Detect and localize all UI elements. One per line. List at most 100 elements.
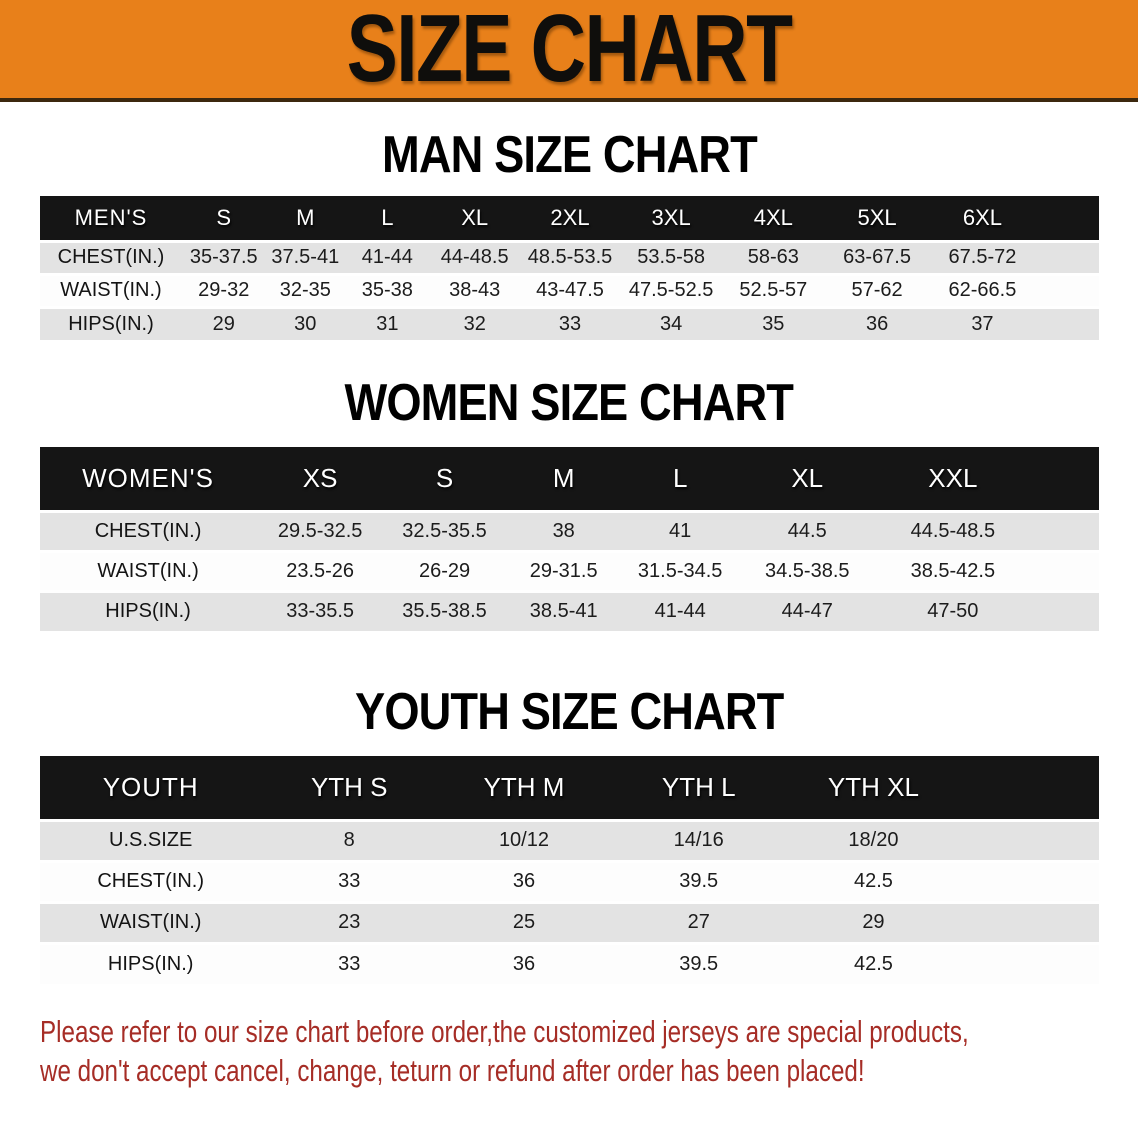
spacer-cell [960, 756, 1099, 820]
table-cell: 29-31.5 [505, 549, 622, 591]
row-label: WAIST(IN.) [39, 900, 262, 943]
table-cell: 44.5-48.5 [876, 509, 1030, 551]
column-header: YTH XL [786, 756, 961, 820]
order-policy-note: Please refer to our size chart before or… [40, 1012, 1138, 1090]
spacer-cell [960, 900, 1099, 943]
table-cell: 37 [930, 305, 1035, 340]
row-label: CHEST(IN.) [39, 859, 262, 902]
table-cell: 27 [611, 900, 787, 943]
spacer-cell [960, 859, 1099, 902]
table-cell: 35 [722, 305, 825, 340]
men-size-table: MEN'S S M L XL 2XL 3XL 4XL 5XL 6XL CHEST… [39, 196, 1099, 340]
table-cell: 33 [520, 305, 620, 340]
column-header: XL [738, 447, 877, 511]
column-header: YTH L [611, 756, 787, 820]
table-row: CHEST(IN.) 29.5-32.5 32.5-35.5 38 41 44.… [39, 509, 1099, 551]
column-header: M [265, 196, 346, 241]
row-label: HIPS(IN.) [39, 305, 183, 340]
spacer-cell [1029, 589, 1099, 631]
column-header: 4XL [722, 196, 825, 241]
banner-title: SIZE CHART [346, 0, 793, 103]
table-cell: 31 [345, 305, 430, 340]
table-cell: 38.5-42.5 [876, 549, 1030, 591]
men-header-row: MEN'S S M L XL 2XL 3XL 4XL 5XL 6XL [39, 196, 1099, 241]
column-header: S [182, 196, 266, 241]
table-cell: 38 [505, 509, 622, 551]
column-header: XL [429, 196, 521, 241]
column-header: YTH S [261, 756, 437, 820]
spacer-cell [960, 818, 1099, 861]
table-row: HIPS(IN.) 29 30 31 32 33 34 35 36 37 [39, 305, 1099, 340]
table-cell: 37.5-41 [265, 239, 346, 274]
table-cell: 18/20 [786, 818, 961, 861]
column-header: YTH M [436, 756, 612, 820]
spacer-cell [1029, 509, 1099, 551]
table-cell: 41 [621, 509, 739, 551]
row-label: CHEST(IN.) [39, 239, 183, 274]
column-header: 3XL [619, 196, 723, 241]
table-cell: 36 [824, 305, 931, 340]
table-cell: 34.5-38.5 [738, 549, 877, 591]
women-header-row: WOMEN'S XS S M L XL XXL [39, 447, 1099, 511]
table-cell: 33 [261, 941, 437, 984]
table-cell: 38.5-41 [505, 589, 622, 631]
table-cell: 63-67.5 [824, 239, 931, 274]
table-cell: 35.5-38.5 [383, 589, 506, 631]
table-cell: 36 [436, 941, 612, 984]
table-cell: 44-48.5 [429, 239, 521, 274]
table-cell: 39.5 [611, 941, 787, 984]
column-header: 6XL [930, 196, 1035, 241]
table-cell: 30 [265, 305, 346, 340]
table-cell: 29 [182, 305, 266, 340]
column-header: S [383, 447, 506, 511]
column-header: 2XL [520, 196, 620, 241]
table-cell: 39.5 [611, 859, 787, 902]
row-label: WAIST(IN.) [39, 549, 257, 591]
table-cell: 57-62 [824, 272, 931, 307]
table-row: WAIST(IN.) 29-32 32-35 35-38 38-43 43-47… [39, 272, 1099, 307]
table-row: CHEST(IN.) 35-37.5 37.5-41 41-44 44-48.5… [39, 239, 1099, 274]
column-header: L [345, 196, 430, 241]
table-cell: 42.5 [786, 941, 961, 984]
women-section-title-text: WOMEN SIZE CHART [344, 374, 794, 432]
spacer-cell [1034, 239, 1099, 274]
note-line-2: we don't accept cancel, change, teturn o… [40, 1053, 865, 1088]
column-header: M [505, 447, 622, 511]
table-cell: 32.5-35.5 [383, 509, 506, 551]
table-cell: 58-63 [722, 239, 825, 274]
table-cell: 36 [436, 859, 612, 902]
table-row: WAIST(IN.) 23 25 27 29 [39, 900, 1099, 943]
spacer-cell [1034, 196, 1099, 241]
row-label: U.S.SIZE [39, 818, 262, 861]
table-cell: 44-47 [738, 589, 877, 631]
table-cell: 26-29 [383, 549, 506, 591]
table-row: WAIST(IN.) 23.5-26 26-29 29-31.5 31.5-34… [39, 549, 1099, 591]
table-cell: 29 [786, 900, 961, 943]
table-cell: 47-50 [876, 589, 1030, 631]
table-cell: 34 [619, 305, 723, 340]
table-cell: 35-38 [345, 272, 430, 307]
column-header: L [621, 447, 739, 511]
banner: SIZE CHART [0, 0, 1138, 102]
table-cell: 14/16 [611, 818, 787, 861]
youth-corner-label: YOUTH [39, 756, 262, 820]
table-cell: 35-37.5 [182, 239, 266, 274]
table-cell: 33-35.5 [256, 589, 384, 631]
spacer-cell [1034, 272, 1099, 307]
table-row: U.S.SIZE 8 10/12 14/16 18/20 [39, 818, 1099, 861]
spacer-cell [960, 941, 1099, 984]
table-row: HIPS(IN.) 33-35.5 35.5-38.5 38.5-41 41-4… [39, 589, 1099, 631]
table-cell: 42.5 [786, 859, 961, 902]
column-header: 5XL [824, 196, 931, 241]
table-cell: 52.5-57 [722, 272, 825, 307]
table-cell: 62-66.5 [930, 272, 1035, 307]
note-line-1: Please refer to our size chart before or… [40, 1014, 969, 1049]
men-corner-label: MEN'S [39, 196, 183, 241]
table-cell: 32 [429, 305, 521, 340]
men-section-title: MAN SIZE CHART [0, 129, 1138, 181]
table-row: CHEST(IN.) 33 36 39.5 42.5 [39, 859, 1099, 902]
youth-section-title: YOUTH SIZE CHART [0, 686, 1138, 738]
table-cell: 33 [261, 859, 437, 902]
spacer-cell [1034, 305, 1099, 340]
